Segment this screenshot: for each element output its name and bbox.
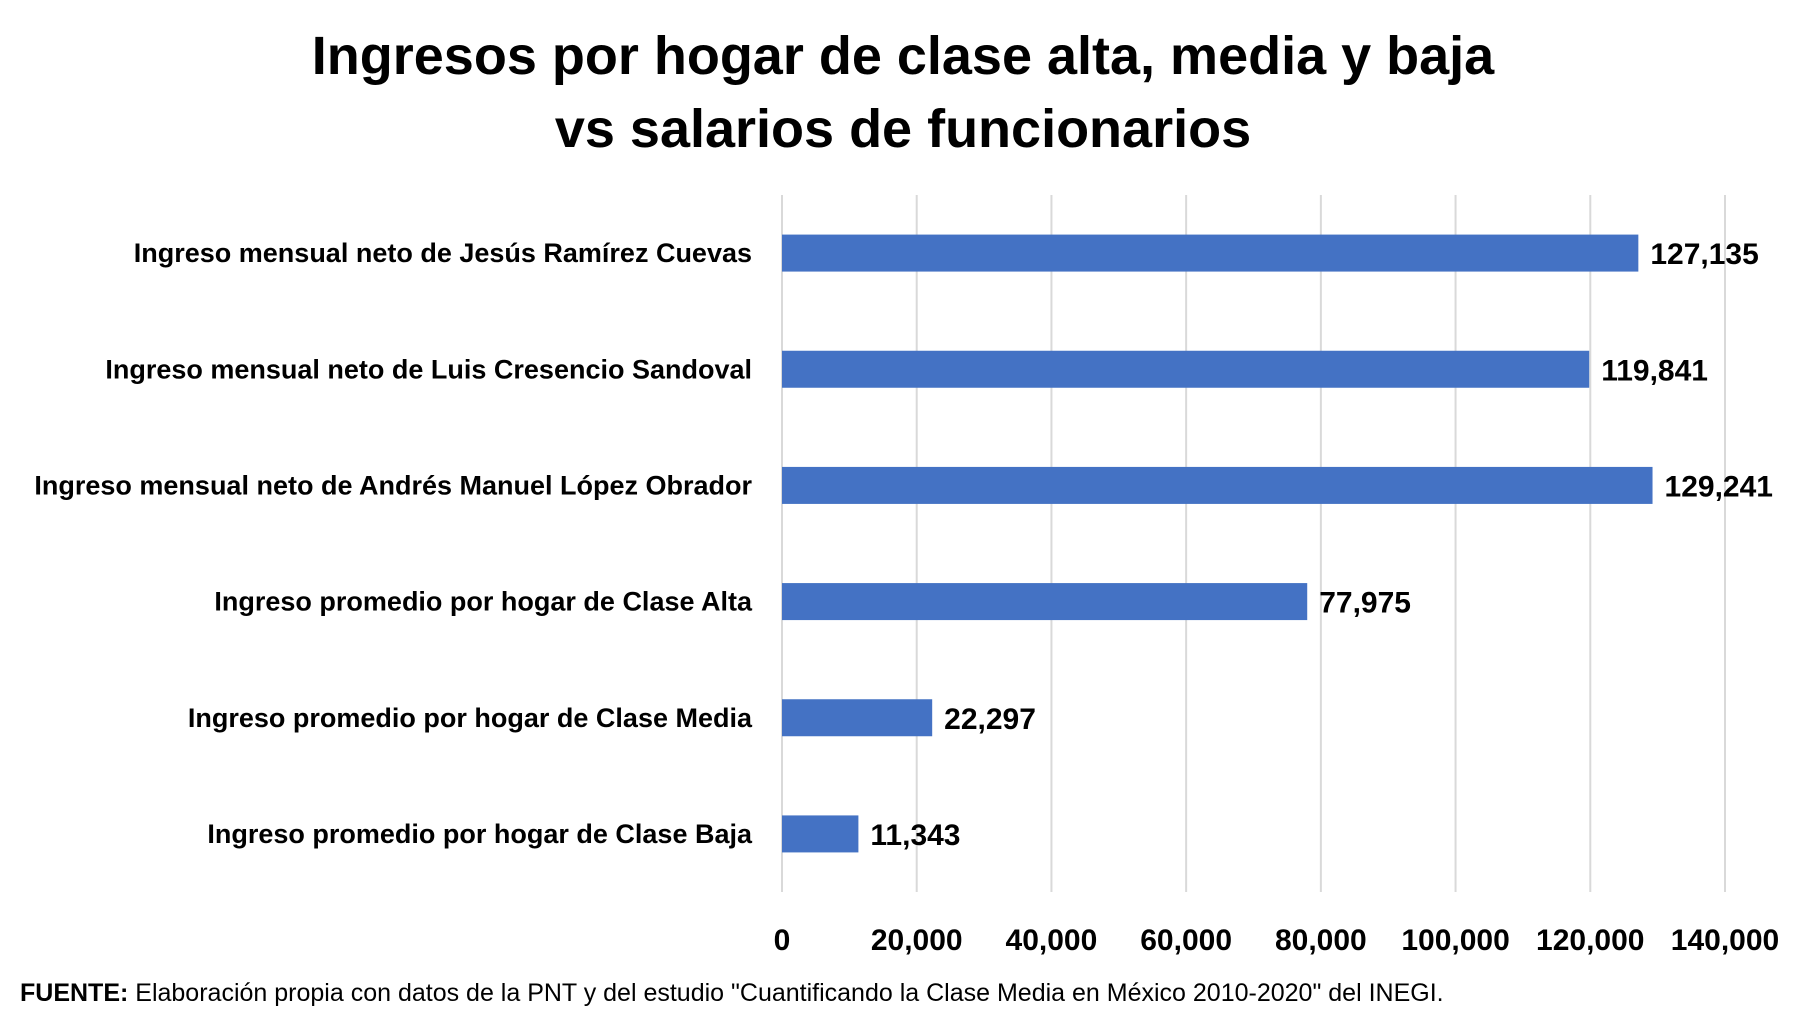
bar <box>782 466 1653 504</box>
source-label: FUENTE: <box>20 979 129 1007</box>
bar <box>782 350 1590 388</box>
chart-title: Ingresos por hogar de clase alta, media … <box>0 20 1806 166</box>
data-label: 11,343 <box>870 819 960 852</box>
data-label: 119,841 <box>1601 354 1708 387</box>
bar <box>782 815 859 853</box>
data-label: 129,241 <box>1665 470 1773 503</box>
x-tick-label: 20,000 <box>871 924 963 957</box>
x-axis-tick-labels: 0 20,000 40,000 60,000 80,000 100,000 120,000 1… <box>774 924 1780 957</box>
category-label: Ingreso mensual neto de Andrés Manuel Ló… <box>34 470 752 500</box>
x-tick-label: 100,000 <box>1401 924 1509 957</box>
category-label: Ingreso promedio por hogar de Clase Alta <box>214 587 753 617</box>
x-tick-label: 140,000 <box>1671 924 1779 957</box>
bar <box>782 699 933 737</box>
source-text: Elaboración propia con datos de la PNT y… <box>128 979 1444 1007</box>
category-label: Ingreso promedio por hogar de Clase Baja <box>207 819 753 849</box>
x-tick-label: 40,000 <box>1006 924 1098 957</box>
data-label: 127,135 <box>1650 238 1758 271</box>
source-note: FUENTE: Elaboración propia con datos de … <box>20 978 1444 1008</box>
category-label: Ingreso mensual neto de Jesús Ramírez Cu… <box>134 238 752 268</box>
category-label: Ingreso mensual neto de Luis Cresencio S… <box>105 354 752 384</box>
category-labels: Ingreso mensual neto de Jesús Ramírez Cu… <box>34 238 753 849</box>
x-tick-label: 0 <box>774 924 791 957</box>
data-label: 22,297 <box>944 703 1036 736</box>
gridlines <box>781 195 1726 892</box>
category-label: Ingreso promedio por hogar de Clase Medi… <box>188 703 753 733</box>
bar-chart: Ingreso mensual neto de Jesús Ramírez Cu… <box>34 195 1780 957</box>
x-tick-label: 120,000 <box>1536 924 1644 957</box>
chart-title-line-2: vs salarios de funcionarios <box>554 99 1252 159</box>
bars <box>782 234 1653 853</box>
bar <box>782 234 1639 272</box>
chart-title-line-1: Ingresos por hogar de clase alta, media … <box>311 26 1495 86</box>
bar <box>782 583 1308 621</box>
data-labels: 127,135 119,841 129,241 77,975 22,297 11,343 <box>870 238 1773 852</box>
x-tick-label: 60,000 <box>1140 924 1232 957</box>
data-label: 77,975 <box>1319 587 1411 620</box>
x-tick-label: 80,000 <box>1275 924 1367 957</box>
